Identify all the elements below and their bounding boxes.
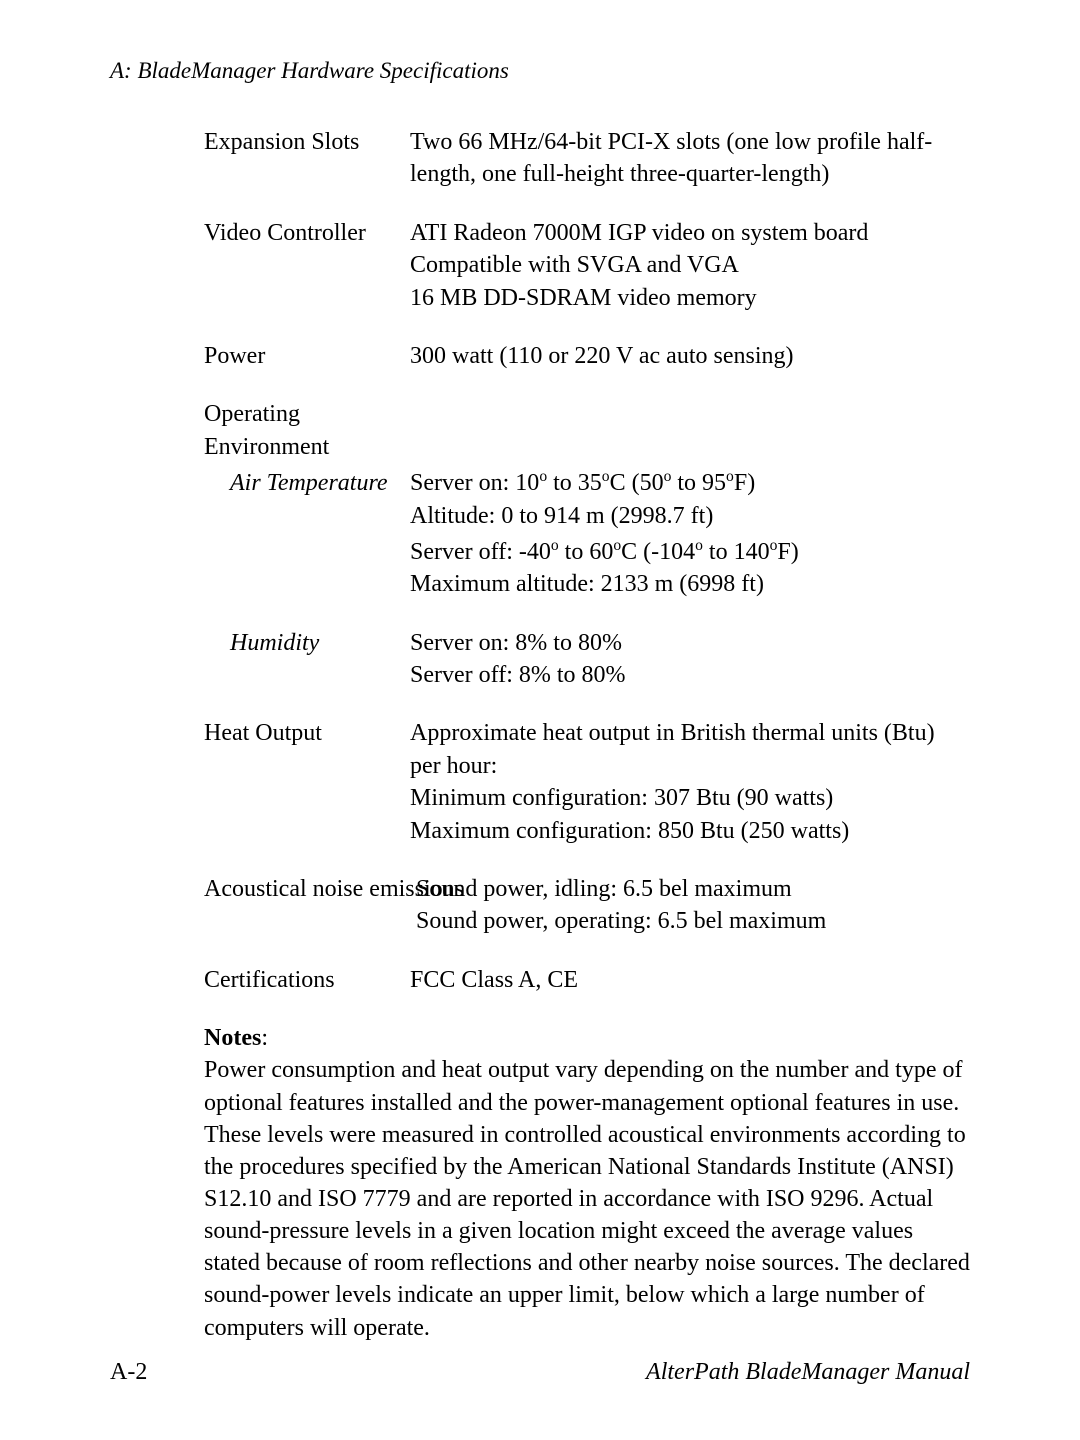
row-heat: Heat Output Approximate heat output in B… bbox=[110, 717, 970, 847]
row-acoustic: Acoustical noise emissions Sound power, … bbox=[110, 873, 970, 938]
label-video-controller: Video Controller bbox=[110, 217, 410, 249]
deg-icon: o bbox=[551, 537, 559, 554]
label-power: Power bbox=[110, 340, 410, 372]
row-power: Power 300 watt (110 or 220 V ac auto sen… bbox=[110, 340, 970, 372]
footer: A-2 AlterPath BladeManager Manual bbox=[110, 1359, 970, 1386]
row-op-env: Operating Environment bbox=[110, 398, 970, 463]
label-op-env: Operating Environment bbox=[110, 398, 410, 463]
label-cert: Certifications bbox=[110, 964, 410, 996]
at-off-mid: to 60 bbox=[559, 539, 614, 565]
page: A: BladeManager Hardware Specifications … bbox=[0, 0, 1080, 1440]
at-off-c: C (-104 bbox=[621, 539, 695, 565]
airtemp-maxalt: Maximum altitude: 2133 m (6998 ft) bbox=[410, 571, 764, 597]
label-humidity: Humidity bbox=[110, 627, 410, 659]
at-on-pre: Server on: 10 bbox=[410, 470, 539, 496]
humidity-off: Server off: 8% to 80% bbox=[410, 662, 626, 688]
value-acoustic: Sound power, idling: 6.5 bel maximum Sou… bbox=[410, 873, 970, 938]
humidity-on: Server on: 8% to 80% bbox=[410, 630, 622, 656]
airtemp-alt: Altitude: 0 to 914 m (2998.7 ft) bbox=[410, 503, 713, 529]
at-on-f1: to 95 bbox=[671, 470, 726, 496]
deg-icon: o bbox=[539, 468, 547, 485]
notes-heading: Notes bbox=[204, 1025, 261, 1051]
airtemp-off: Server off: -40o to 60oC (-104o to 140oF… bbox=[410, 539, 799, 565]
row-humidity: Humidity Server on: 8% to 80% Server off… bbox=[110, 627, 970, 692]
at-on-mid: to 35 bbox=[547, 470, 602, 496]
value-expansion-slots: Two 66 MHz/64-bit PCI-X slots (one low p… bbox=[410, 126, 970, 191]
label-air-temp: Air Temperature bbox=[110, 467, 410, 499]
value-power: 300 watt (110 or 220 V ac auto sensing) bbox=[410, 340, 970, 372]
row-video-controller: Video Controller ATI Radeon 7000M IGP vi… bbox=[110, 217, 970, 314]
label-expansion-slots: Expansion Slots bbox=[110, 126, 410, 158]
deg-icon: o bbox=[695, 537, 703, 554]
at-off-f1: to 140 bbox=[703, 539, 770, 565]
label-heat: Heat Output bbox=[110, 717, 410, 749]
heat-l1: Approximate heat output in British therm… bbox=[410, 720, 935, 778]
acoustic-l1: Sound power, idling: 6.5 bel maximum bbox=[416, 876, 792, 902]
notes-block: Notes: Power consumption and heat output… bbox=[110, 1022, 970, 1344]
notes-p2: These levels were measured in controlled… bbox=[204, 1122, 970, 1341]
deg-icon: o bbox=[726, 468, 734, 485]
value-humidity: Server on: 8% to 80% Server off: 8% to 8… bbox=[410, 627, 970, 692]
vc-line3: 16 MB DD-SDRAM video memory bbox=[410, 285, 757, 311]
acoustic-l2: Sound power, operating: 6.5 bel maximum bbox=[416, 908, 826, 934]
value-air-temp: Server on: 10o to 35oC (50o to 95oF) Alt… bbox=[410, 467, 970, 601]
value-cert: FCC Class A, CE bbox=[410, 964, 970, 996]
value-heat: Approximate heat output in British therm… bbox=[410, 717, 970, 847]
at-off-f2: F) bbox=[777, 539, 798, 565]
notes-colon: : bbox=[261, 1025, 268, 1051]
manual-title: AlterPath BladeManager Manual bbox=[646, 1359, 970, 1386]
airtemp-on: Server on: 10o to 35oC (50o to 95oF) bbox=[410, 470, 755, 496]
at-on-f2: F) bbox=[734, 470, 755, 496]
vc-line1: ATI Radeon 7000M IGP video on system boa… bbox=[410, 220, 868, 246]
at-on-c: C (50 bbox=[610, 470, 664, 496]
label-acoustic: Acoustical noise emissions bbox=[110, 873, 410, 905]
at-off-pre: Server off: -40 bbox=[410, 539, 551, 565]
row-cert: Certifications FCC Class A, CE bbox=[110, 964, 970, 996]
deg-icon: o bbox=[602, 468, 610, 485]
page-number: A-2 bbox=[110, 1359, 147, 1386]
deg-icon: o bbox=[613, 537, 621, 554]
value-video-controller: ATI Radeon 7000M IGP video on system boa… bbox=[410, 217, 970, 314]
row-air-temp: Air Temperature Server on: 10o to 35oC (… bbox=[110, 467, 970, 601]
row-expansion-slots: Expansion Slots Two 66 MHz/64-bit PCI-X … bbox=[110, 126, 970, 191]
heat-l2: Minimum configuration: 307 Btu (90 watts… bbox=[410, 785, 833, 811]
notes-p1: Power consumption and heat output vary d… bbox=[204, 1057, 963, 1115]
vc-line2: Compatible with SVGA and VGA bbox=[410, 252, 739, 278]
running-head: A: BladeManager Hardware Specifications bbox=[110, 58, 970, 84]
heat-l3: Maximum configuration: 850 Btu (250 watt… bbox=[410, 818, 849, 844]
